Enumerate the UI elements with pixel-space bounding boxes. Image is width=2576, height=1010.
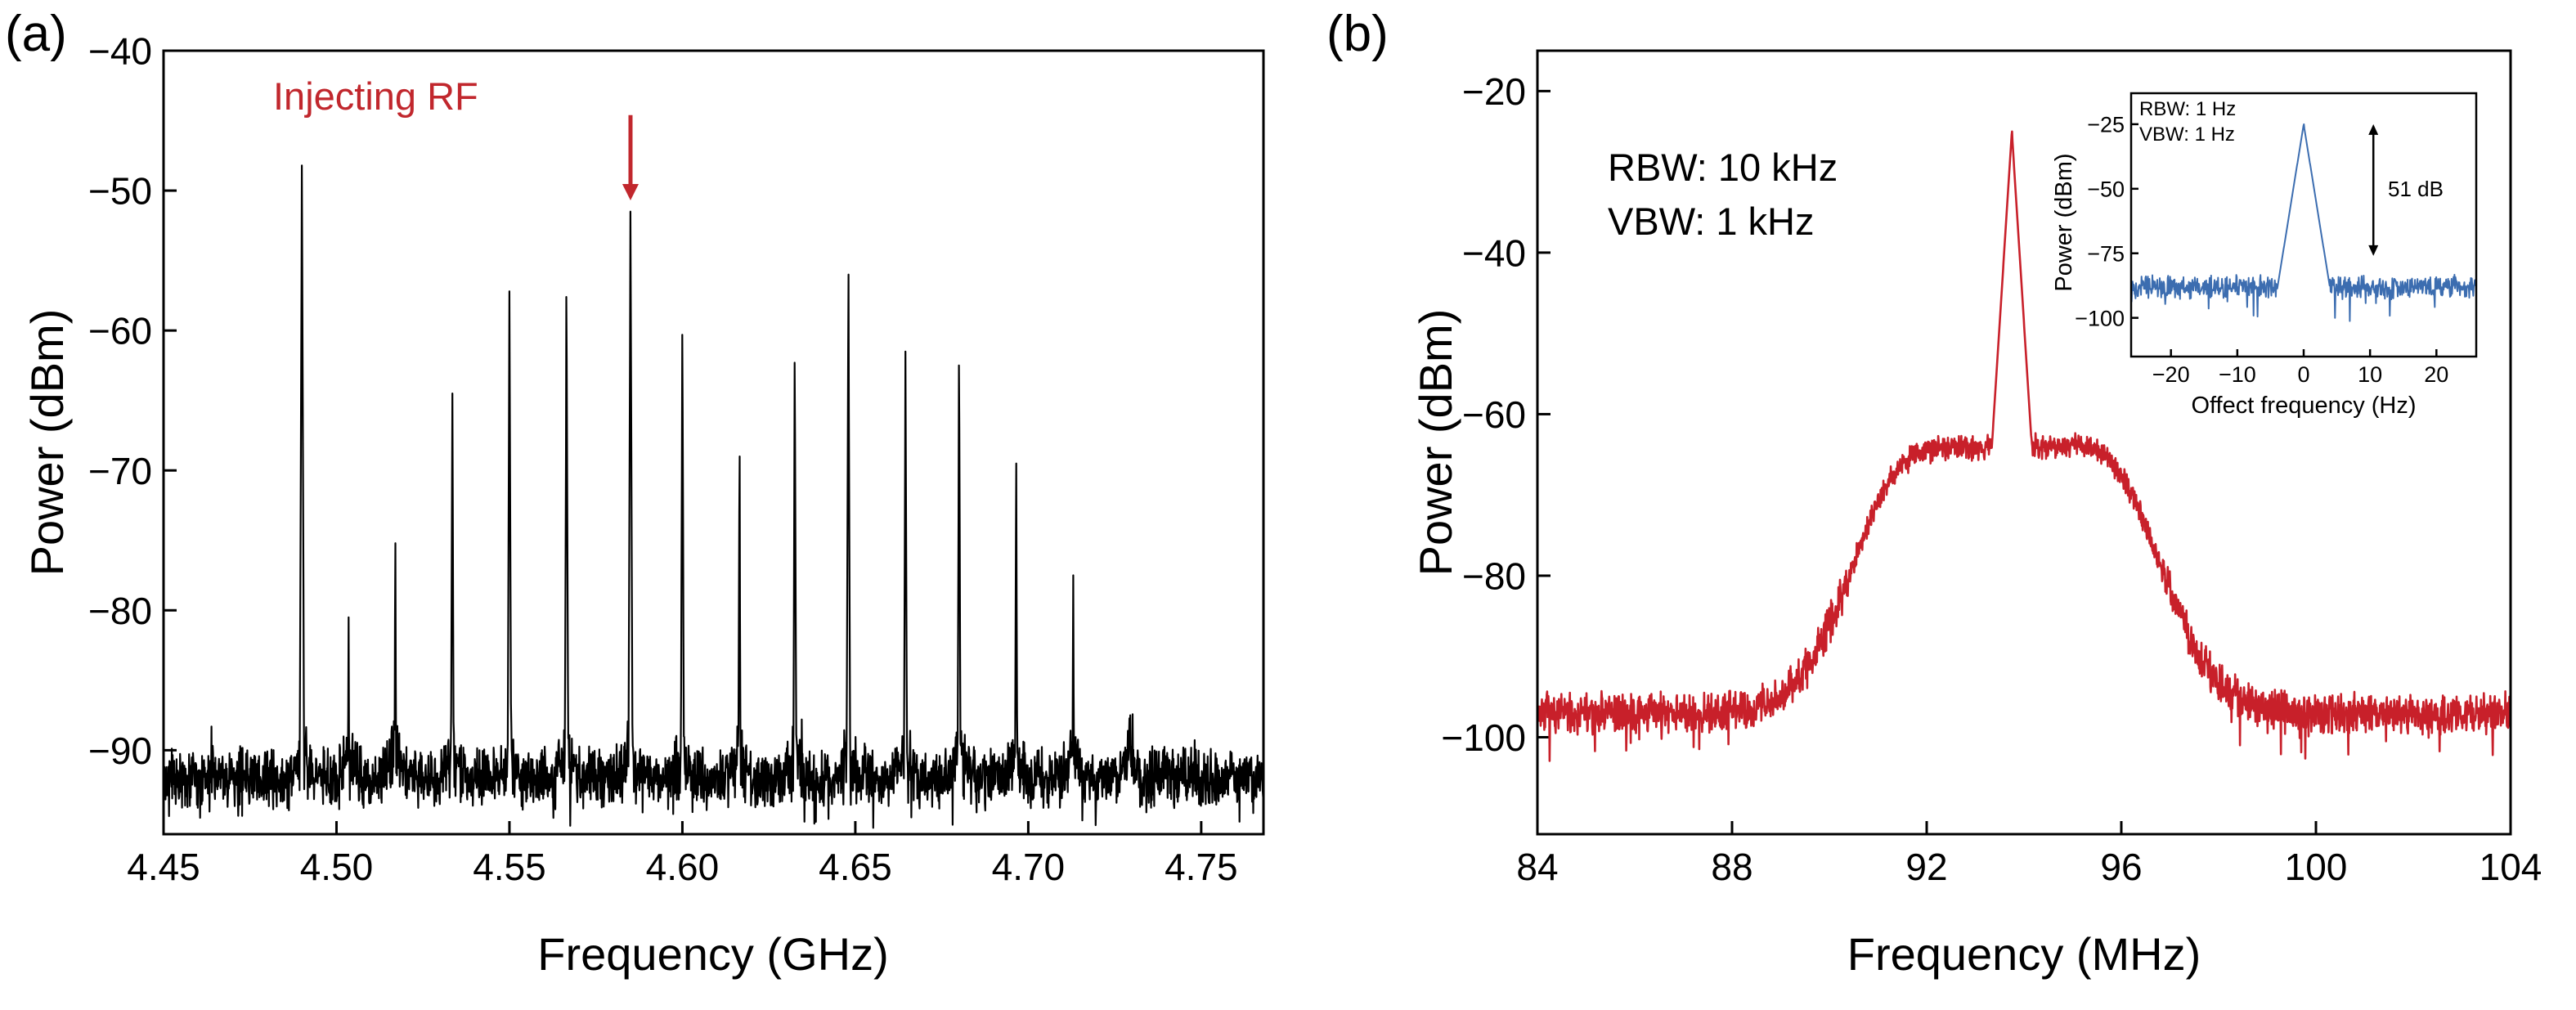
inset-plot: −20 −10 0 10 20−25−50−75−100: [2075, 92, 2478, 387]
svg-text:−20: −20: [1462, 70, 1526, 113]
svg-text:4.60: 4.60: [646, 846, 720, 888]
svg-text:4.70: 4.70: [992, 846, 1066, 888]
inset-x-axis-title: Offect frequency (Hz): [2191, 393, 2417, 419]
svg-text:−40: −40: [88, 30, 152, 73]
svg-text:−20: −20: [2152, 362, 2190, 387]
svg-text:−80: −80: [1462, 555, 1526, 598]
svg-text:−75: −75: [2087, 241, 2125, 266]
svg-text:4.65: 4.65: [819, 846, 892, 888]
inset-bandwidth-annotation: RBW: 1 Hz VBW: 1 Hz: [2139, 97, 2236, 147]
svg-text:−70: −70: [88, 450, 152, 492]
panel-b-vbw-text: VBW: 1 kHz: [1608, 200, 1815, 243]
panel-a-label: (a): [5, 6, 67, 62]
panel-b-y-axis-title: Power (dBm): [1410, 308, 1461, 577]
svg-text:−90: −90: [88, 729, 152, 772]
svg-text:96: 96: [2100, 846, 2142, 888]
svg-text:−100: −100: [1441, 716, 1526, 759]
panel-b-rbw-text: RBW: 10 kHz: [1608, 146, 1838, 189]
panel-b-label: (b): [1326, 6, 1389, 62]
svg-text:100: 100: [2285, 846, 2348, 888]
panel-a-plot: 4.45 4.50 4.55 4.60 4.65 4.70 4.75 −40 −50 −60 −70…: [88, 30, 1265, 888]
svg-text:10: 10: [2358, 362, 2382, 387]
svg-text:88: 88: [1711, 846, 1752, 888]
svg-text:4.75: 4.75: [1165, 846, 1238, 888]
svg-text:−10: −10: [2219, 362, 2256, 387]
inset-51db-label: 51 dB: [2388, 177, 2444, 201]
svg-text:−100: −100: [2075, 306, 2125, 330]
inset-vbw-text: VBW: 1 Hz: [2139, 123, 2235, 146]
svg-text:−25: −25: [2087, 113, 2125, 137]
svg-text:0: 0: [2297, 362, 2309, 387]
svg-text:92: 92: [1905, 846, 1947, 888]
inset-rbw-text: RBW: 1 Hz: [2139, 98, 2237, 120]
svg-text:4.50: 4.50: [300, 846, 374, 888]
svg-text:−60: −60: [88, 310, 152, 352]
panel-b-plot: 84 88 92 96 100 104−20−40−60−80−100: [1441, 49, 2542, 888]
svg-text:−80: −80: [88, 590, 152, 632]
svg-text:4.45: 4.45: [127, 846, 200, 888]
svg-text:−50: −50: [2087, 177, 2125, 202]
panel-b-bandwidth-annotation: RBW: 10 kHz VBW: 1 kHz: [1608, 141, 1838, 249]
svg-text:84: 84: [1516, 846, 1558, 888]
injecting-rf-annotation: Injecting RF: [273, 74, 478, 118]
svg-text:−40: −40: [1462, 231, 1526, 274]
panel-a-x-axis-title: Frequency (GHz): [537, 928, 889, 980]
svg-text:−60: −60: [1462, 393, 1526, 436]
svg-text:−50: −50: [88, 170, 152, 213]
svg-text:104: 104: [2480, 846, 2542, 888]
panel-a-y-axis-title: Power (dBm): [21, 308, 73, 577]
inset-y-axis-title: Power (dBm): [2051, 153, 2077, 292]
svg-text:4.55: 4.55: [473, 846, 546, 888]
panel-b-x-axis-title: Frequency (MHz): [1847, 928, 2201, 980]
svg-text:20: 20: [2424, 362, 2448, 387]
